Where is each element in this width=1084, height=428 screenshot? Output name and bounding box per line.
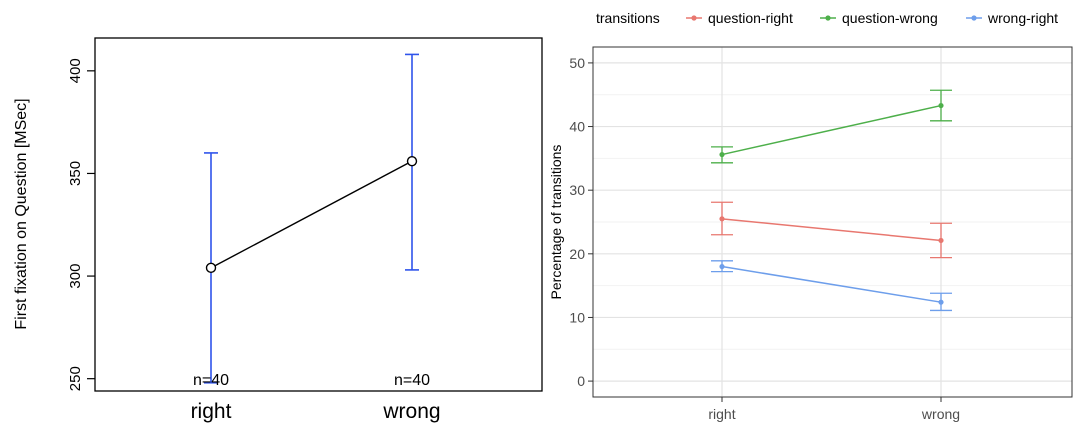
legend-key-point-wrong-right xyxy=(971,15,977,21)
right-y-axis-label: Percentage of transitions xyxy=(548,145,564,300)
left-plot-marks: n=40 n=40 xyxy=(193,53,430,389)
left-y-axis-label: First fixation on Question [MSec] xyxy=(13,98,30,329)
left-plot-frame xyxy=(94,37,543,392)
right-x-axis: right wrong xyxy=(708,397,960,422)
right-plot-marks xyxy=(711,89,952,312)
right-series-line-wrong-right xyxy=(721,265,942,303)
right-grid xyxy=(593,47,1072,397)
left-y-tick-label-3: 400 xyxy=(67,58,84,83)
right-y-tick-label-2: 20 xyxy=(569,246,585,262)
right-y-tick-label-4: 40 xyxy=(569,119,585,135)
legend-label-question-wrong: question-wrong xyxy=(842,10,938,26)
left-point-0 xyxy=(205,262,217,274)
left-x-tick-label-0: right xyxy=(191,400,232,423)
left-x-axis: right wrong xyxy=(191,400,441,423)
legend-title: transitions xyxy=(596,10,660,26)
left-n-label-0: n=40 xyxy=(193,372,229,389)
right-y-tick-label-0: 0 xyxy=(577,373,585,389)
legend-key-point-question-wrong xyxy=(825,15,831,21)
left-chart: 250 300 350 400 right wrong n=40 n=40 First f… xyxy=(13,37,543,423)
right-series-line-question-right xyxy=(721,218,942,242)
right-x-tick-label-1: wrong xyxy=(921,406,960,422)
right-point-question-right-0 xyxy=(719,216,725,222)
right-y-tick-label-5: 50 xyxy=(569,55,585,71)
legend-label-question-right: question-right xyxy=(708,10,793,26)
right-plot-frame xyxy=(592,46,1073,398)
left-y-tick-label-1: 300 xyxy=(67,264,84,289)
legend-key-point-question-right xyxy=(691,15,697,21)
right-point-wrong-right-0 xyxy=(719,263,725,270)
right-point-question-wrong-1 xyxy=(938,102,944,109)
right-x-tick-label-0: right xyxy=(708,406,735,422)
right-point-wrong-right-1 xyxy=(938,299,944,305)
right-y-tick-label-1: 10 xyxy=(569,309,585,325)
right-y-tick-label-3: 30 xyxy=(569,182,585,198)
right-chart: 0 10 20 30 40 50 right wrong Percentage of tra… xyxy=(548,10,1073,422)
left-n-label-1: n=40 xyxy=(394,372,430,389)
left-x-tick-label-1: wrong xyxy=(382,400,440,423)
left-series-line xyxy=(210,160,413,269)
right-point-question-wrong-0 xyxy=(719,151,725,158)
legend: transitions question-right question-wrong… xyxy=(596,10,1058,26)
right-point-question-right-1 xyxy=(938,237,944,244)
left-y-tick-label-2: 350 xyxy=(67,161,84,186)
right-series-line-question-wrong xyxy=(721,104,942,156)
left-point-1 xyxy=(406,155,418,167)
legend-label-wrong-right: wrong-right xyxy=(987,10,1058,26)
right-y-axis: 0 10 20 30 40 50 xyxy=(569,55,593,389)
left-y-tick-label-0: 250 xyxy=(67,366,84,391)
left-y-axis: 250 300 350 400 xyxy=(67,58,95,391)
